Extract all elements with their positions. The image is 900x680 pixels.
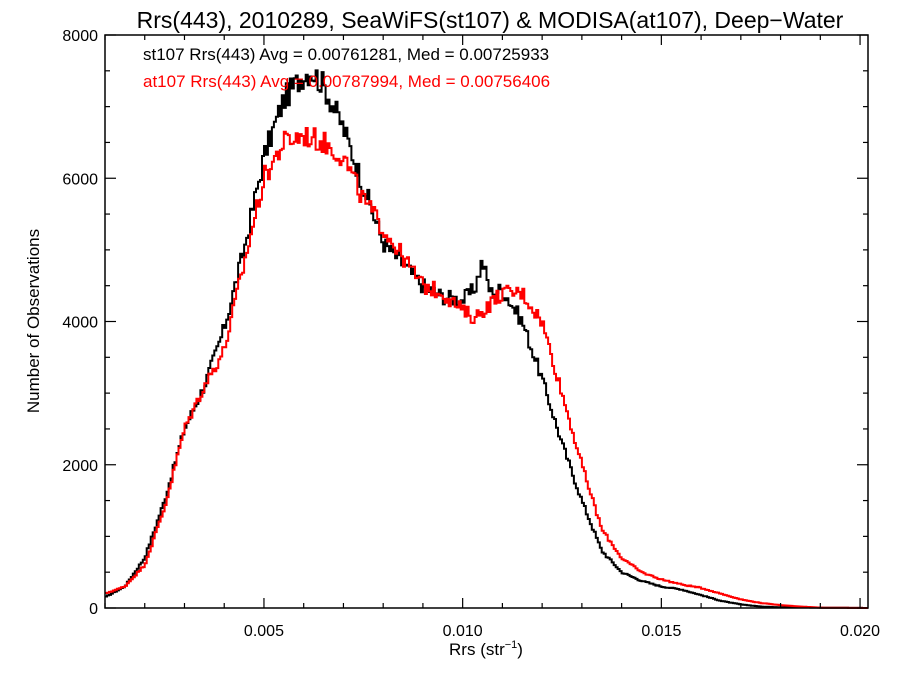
legend-entry-1: st107 Rrs(443) Avg = 0.00761281, Med = 0… [143,45,549,64]
y-tick-label: 6000 [62,171,98,188]
x-axis-label-main: Rrs (str [449,640,505,659]
chart-title: Rrs(443), 2010289, SeaWiFS(st107) & MODI… [137,7,844,33]
y-tick-label: 8000 [62,28,98,45]
series-line-1 [105,69,868,609]
x-tick-label: 0.015 [641,623,681,640]
x-axis-label-superscript: −1 [505,639,518,651]
x-axis-label: Rrs (str−1) [449,639,523,659]
legend: st107 Rrs(443) Avg = 0.00761281, Med = 0… [143,45,550,91]
y-axis: 0 2000 4000 6000 8000 [62,28,868,618]
series-layer [105,69,868,609]
x-tick-label: 0.020 [840,623,880,640]
y-tick-label: 0 [89,601,98,618]
plot-frame [104,34,869,609]
y-axis-label: Number of Observations [24,229,43,413]
y-tick-label: 2000 [62,458,98,475]
y-tick-label: 4000 [62,315,98,332]
x-axis-label-end: ) [517,640,523,659]
series-line-2 [105,127,868,609]
x-axis: 0.005 0.010 0.015 0.020 [104,35,880,640]
x-tick-label: 0.010 [443,623,483,640]
x-tick-label: 0.005 [244,623,284,640]
legend-entry-2: at107 Rrs(443) Avg = 0.00787994, Med = 0… [143,72,550,91]
